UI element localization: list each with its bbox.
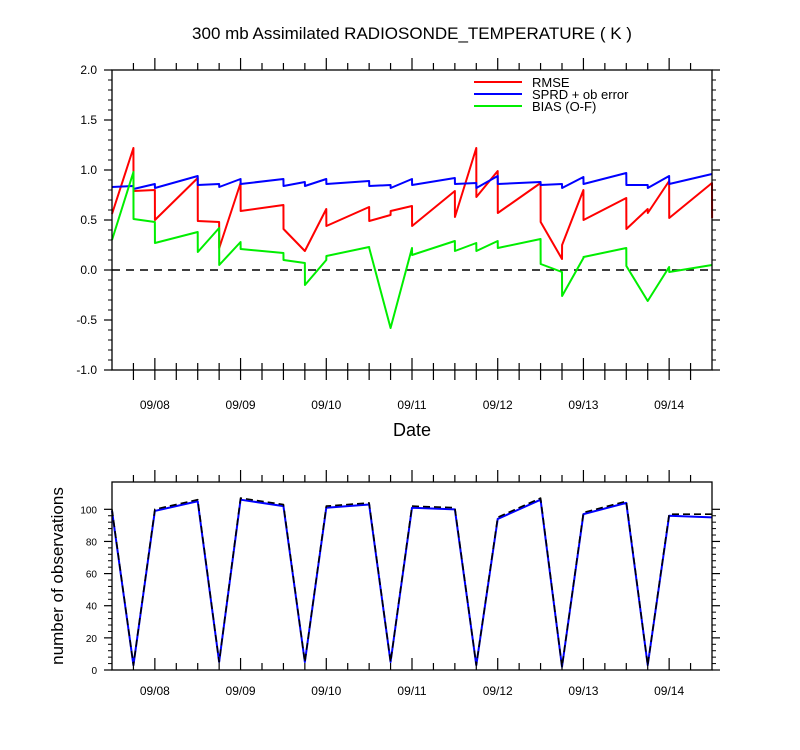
top-chart: 300 mb Assimilated RADIOSONDE_TEMPERATUR… [76,24,720,440]
top-x-tick-label: 09/12 [483,398,513,412]
bottom-x-tick-label: 09/14 [654,684,684,698]
top-series-rmse [111,147,714,260]
top-series-sprd-ob-error [111,172,713,190]
bottom-x-axis: 09/08 09/09 09/10 09/11 09/12 09/13 09/14 [132,470,692,698]
top-y-tick-label: 1.5 [80,113,97,127]
bottom-series-possible [111,497,712,668]
top-y-tick-label: 0.5 [80,213,97,227]
bottom-x-tick-label: 09/10 [311,684,341,698]
bottom-series-assimilated [111,498,713,668]
top-series-bias-o-f [111,171,713,329]
top-y-axis: -1.0 -0.5 0.0 0.5 1.0 1.5 2.0 [76,63,720,377]
bottom-x-tick-label: 09/12 [483,684,513,698]
top-y-tick-label: 1.0 [80,163,97,177]
legend-label-rmse: RMSE [532,75,570,90]
bottom-y-tick-label: 60 [86,570,98,581]
bottom-y-tick-label: 0 [91,666,97,677]
top-y-tick-label: 0.0 [80,263,97,277]
bottom-x-tick-label: 09/08 [140,684,170,698]
bottom-x-tick-label: 09/09 [226,684,256,698]
y-axis-label-observations: number of observations [48,487,67,665]
chart-title: 300 mb Assimilated RADIOSONDE_TEMPERATUR… [192,24,632,43]
bottom-y-tick-label: 100 [80,505,97,516]
legend-label-sprd-ob-error: SPRD + ob error [532,87,629,102]
top-x-tick-label: 09/14 [654,398,684,412]
bottom-y-axis: 0 20 40 60 80 100 [80,505,720,677]
top-x-tick-label: 09/08 [140,398,170,412]
top-x-tick-label: 09/09 [226,398,256,412]
bottom-series-group [111,497,713,668]
top-y-tick-label: -0.5 [76,313,97,327]
top-x-tick-label: 09/11 [397,398,426,412]
bottom-y-tick-label: 40 [86,602,98,613]
x-axis-label: Date [393,420,431,440]
top-series-group [111,147,714,329]
bottom-y-tick-label: 80 [86,537,98,548]
top-x-tick-label: 09/13 [568,398,598,412]
bottom-x-tick-label: 09/11 [397,684,426,698]
top-y-tick-label: 2.0 [80,63,97,77]
top-x-tick-label: 09/10 [311,398,341,412]
top-x-axis: 09/08 09/09 09/10 09/11 09/12 09/13 09/14 [132,58,692,412]
bottom-x-tick-label: 09/13 [568,684,598,698]
bottom-y-tick-label: 20 [86,634,98,645]
legend-label-bias-o-f: BIAS (O-F) [532,99,596,114]
top-y-tick-label: -1.0 [76,363,97,377]
